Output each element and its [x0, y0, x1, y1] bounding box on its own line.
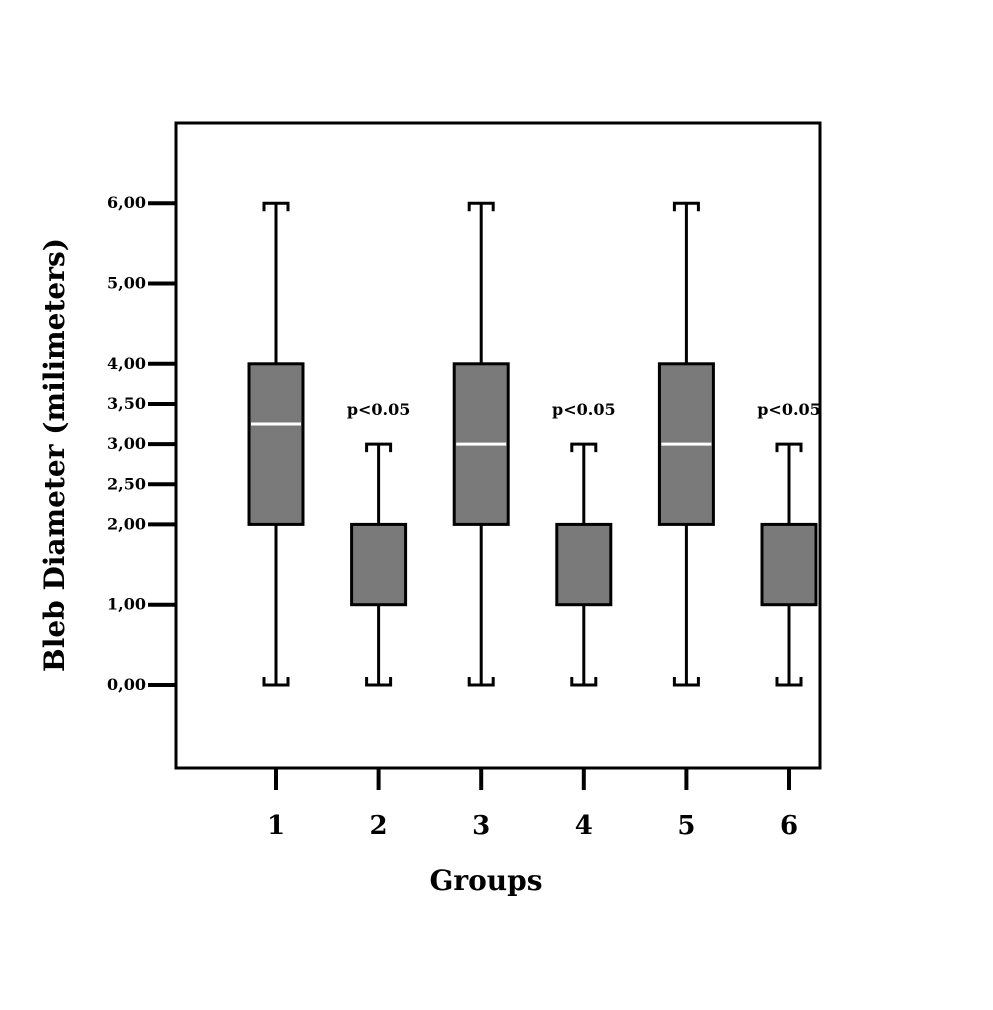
lower-cap-2	[365, 677, 393, 687]
x-tick-label-2: 2	[370, 811, 388, 841]
p-value-annotation-4: p<0.05	[552, 400, 616, 419]
y-tick-label-4: 3,00	[107, 434, 146, 453]
box-6	[760, 522, 818, 607]
x-tick-label-3: 3	[472, 811, 490, 841]
y-axis-title: Bleb Diameter (milimeters)	[38, 238, 71, 672]
y-tick-label-1: 1,00	[107, 595, 146, 614]
box-group-3	[452, 201, 510, 687]
lower-cap-3	[467, 677, 495, 687]
box-group-2	[350, 442, 408, 687]
x-tick-label-4: 4	[575, 811, 593, 841]
p-value-annotation-2: p<0.05	[347, 400, 411, 419]
y-tick-label-3: 2,50	[107, 474, 146, 493]
lower-cap-5	[672, 677, 700, 687]
box-1	[247, 362, 305, 526]
upper-cap-2	[365, 442, 393, 453]
y-tick-label-5: 3,50	[107, 394, 146, 413]
upper-cap-4	[570, 442, 598, 453]
x-tick-label-1: 1	[267, 811, 285, 841]
box-2	[350, 522, 408, 607]
upper-cap-3	[467, 201, 495, 212]
x-tick-label-6: 6	[780, 811, 798, 841]
p-value-annotation-6: p<0.05	[757, 400, 821, 419]
lower-cap-1	[262, 677, 290, 687]
box-group-4	[555, 442, 613, 687]
box-group-5	[657, 201, 715, 687]
x-axis-title: Groups	[429, 864, 542, 897]
upper-cap-5	[672, 201, 700, 212]
box-4	[555, 522, 613, 607]
upper-cap-1	[262, 201, 290, 212]
y-tick-label-0: 0,00	[107, 675, 146, 694]
x-tick-label-5: 5	[677, 811, 695, 841]
box-group-1	[247, 201, 305, 687]
box-group-6	[760, 442, 818, 687]
y-tick-label-8: 6,00	[107, 193, 146, 212]
lower-cap-6	[775, 677, 803, 687]
lower-cap-4	[570, 677, 598, 687]
y-tick-label-6: 4,00	[107, 354, 146, 373]
upper-cap-6	[775, 442, 803, 453]
y-tick-label-7: 5,00	[107, 274, 146, 293]
y-tick-label-2: 2,00	[107, 514, 146, 533]
